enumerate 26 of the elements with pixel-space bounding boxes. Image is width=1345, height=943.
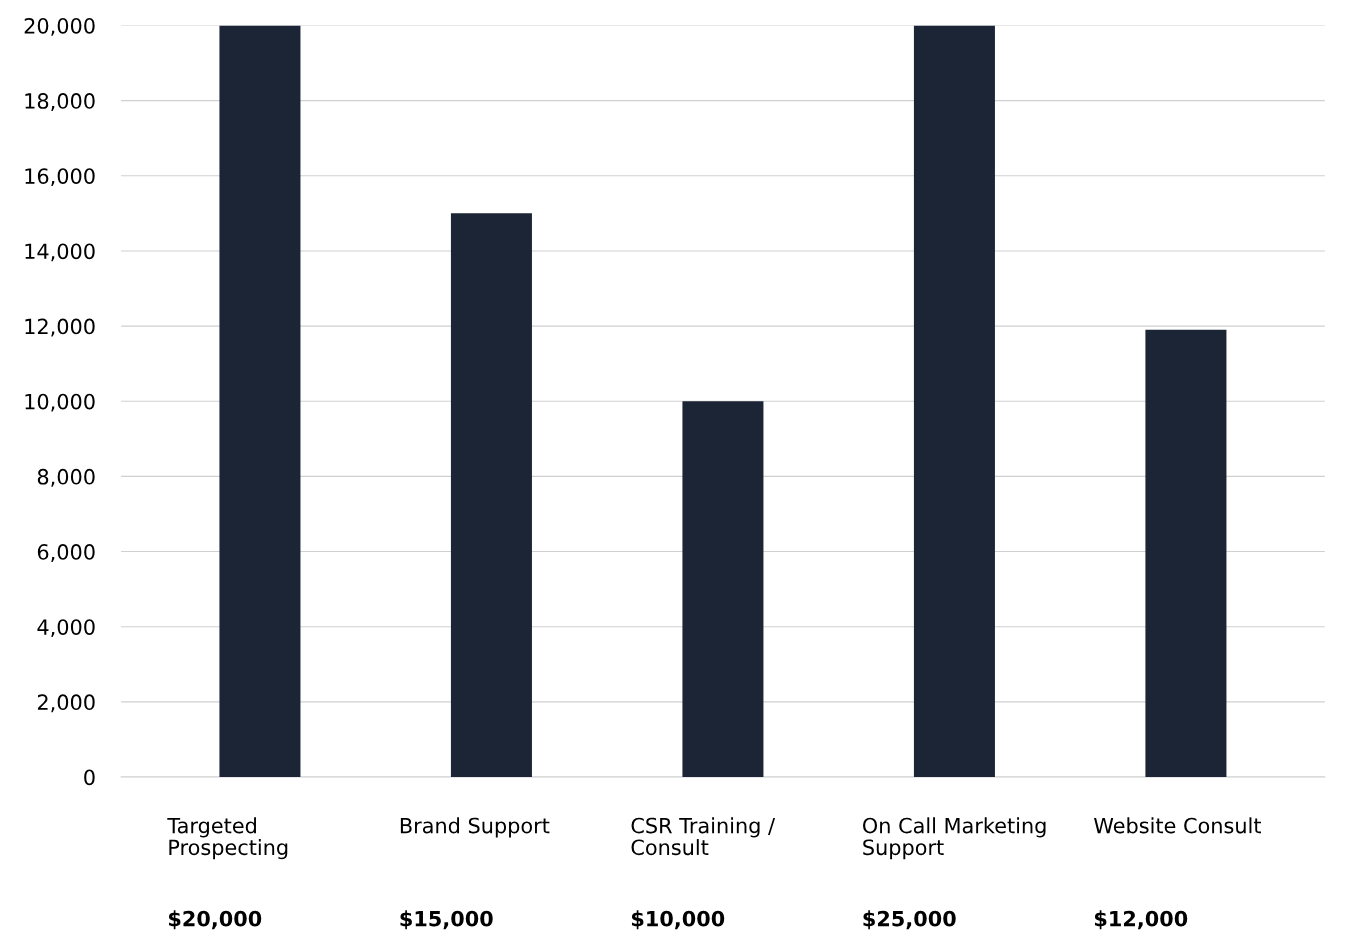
y-tick-label: 10,000 — [25, 393, 95, 412]
y-tick-label: 16,000 — [25, 168, 95, 187]
bar — [1145, 329, 1227, 778]
y-tick-label: 20,000 — [24, 17, 95, 36]
y-tick-label: 18,000 — [25, 93, 95, 111]
text: $12,000 — [1094, 910, 1188, 930]
bar — [219, 25, 301, 778]
x-tick-label: Targeted Prospecting — [167, 817, 288, 860]
x-tick-label: CSR Training / Consult — [631, 817, 776, 856]
text: $20,000 — [168, 910, 262, 930]
y-tick-label: 8,000 — [37, 468, 95, 487]
y-tick-label: 6,000 — [37, 544, 95, 562]
y-tick-label: 0 — [84, 769, 95, 786]
x-tick-label: Brand Support — [400, 817, 550, 838]
bar — [682, 401, 764, 778]
y-tick-label: 14,000 — [25, 243, 95, 262]
x-tick-label: Website Consult — [1094, 817, 1262, 834]
y-tick-label: 12,000 — [25, 318, 95, 337]
y-tick-label: 2,000 — [37, 694, 95, 713]
y-tick-label: 4,000 — [37, 619, 95, 638]
x-tick-label: On Call Marketing Support — [863, 817, 1046, 860]
text: $25,000 — [863, 910, 956, 930]
bar — [450, 213, 532, 778]
bar — [913, 25, 995, 778]
text: $15,000 — [400, 910, 493, 930]
text: $10,000 — [631, 910, 725, 930]
